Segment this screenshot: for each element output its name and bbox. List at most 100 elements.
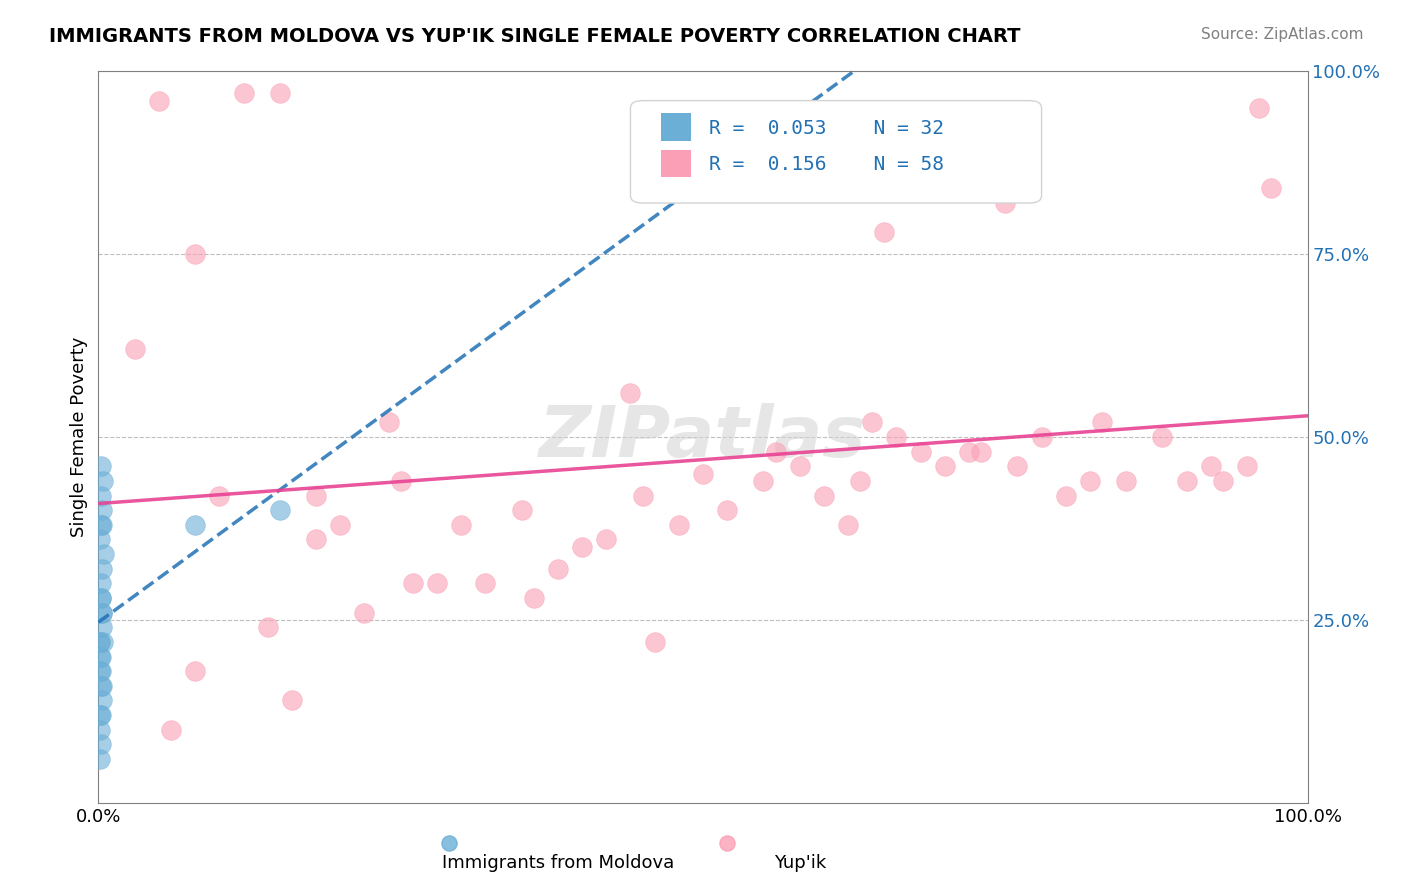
Point [148,94,170,108]
Point [208,489,231,503]
Text: IMMIGRANTS FROM MOLDOVA VS YUP'IK SINGLE FEMALE POVERTY CORRELATION CHART: IMMIGRANTS FROM MOLDOVA VS YUP'IK SINGLE… [49,27,1021,45]
Point [90,489,112,503]
Point [89,664,111,678]
Point [547,562,569,576]
Point [184,247,207,261]
Point [1175,474,1198,488]
FancyBboxPatch shape [661,150,690,178]
Point [644,635,666,649]
Point [437,836,460,850]
Point [89,635,111,649]
Point [860,416,883,430]
Point [353,606,375,620]
Point [692,467,714,481]
Point [837,517,859,532]
Point [89,723,111,737]
Point [93,547,115,561]
Point [91,562,114,576]
Point [91,474,114,488]
Point [1091,416,1114,430]
Point [716,836,738,850]
Point [1199,459,1222,474]
Point [1115,474,1137,488]
Point [510,503,533,517]
Point [89,649,111,664]
Point [523,591,546,605]
Point [305,533,328,547]
Point [89,533,111,547]
Y-axis label: Single Female Poverty: Single Female Poverty [70,337,89,537]
Point [90,591,112,605]
Text: R =  0.156    N = 58: R = 0.156 N = 58 [709,155,943,175]
Point [184,517,207,532]
Text: R =  0.053    N = 32: R = 0.053 N = 32 [709,119,943,138]
Point [849,474,872,488]
Point [90,664,112,678]
Point [1031,430,1053,444]
Point [910,444,932,458]
Point [1249,101,1271,115]
Point [90,679,112,693]
Point [90,576,112,591]
Point [91,679,114,693]
Point [329,517,352,532]
FancyBboxPatch shape [661,113,690,141]
Text: Source: ZipAtlas.com: Source: ZipAtlas.com [1201,27,1364,42]
Point [90,708,112,723]
Point [89,708,111,723]
Point [269,87,291,101]
Point [1078,474,1101,488]
Point [305,489,328,503]
Point [716,503,738,517]
Point [1152,430,1174,444]
Point [91,606,114,620]
Point [1212,474,1234,488]
Point [91,620,114,634]
Point [91,635,114,649]
Point [450,517,472,532]
Text: Immigrants from Moldova: Immigrants from Moldova [441,854,673,872]
Point [813,489,835,503]
Point [124,343,146,357]
Point [256,620,278,634]
Point [789,459,811,474]
Point [232,87,254,101]
Point [160,723,183,737]
Point [377,416,399,430]
Point [89,635,111,649]
Point [1054,489,1077,503]
Point [934,459,956,474]
Point [281,693,304,707]
Point [90,517,112,532]
Point [1007,459,1029,474]
Point [402,576,425,591]
Point [474,576,496,591]
Point [90,737,112,751]
Text: Yup'ik: Yup'ik [773,854,825,872]
Point [91,517,114,532]
Point [595,533,617,547]
Point [752,474,775,488]
FancyBboxPatch shape [630,101,1042,203]
Point [1260,181,1282,195]
Point [91,693,114,707]
Point [90,591,112,605]
Text: ZIPatlas: ZIPatlas [540,402,866,472]
Point [89,752,111,766]
Point [619,386,641,401]
Point [970,444,993,458]
Point [631,489,654,503]
Point [668,517,690,532]
Point [91,503,114,517]
Point [765,444,787,458]
Point [886,430,908,444]
Point [90,649,112,664]
Point [426,576,449,591]
Point [994,196,1017,211]
Point [1236,459,1258,474]
Point [269,503,291,517]
Point [873,225,896,239]
Point [389,474,412,488]
Point [91,606,114,620]
Point [90,459,112,474]
